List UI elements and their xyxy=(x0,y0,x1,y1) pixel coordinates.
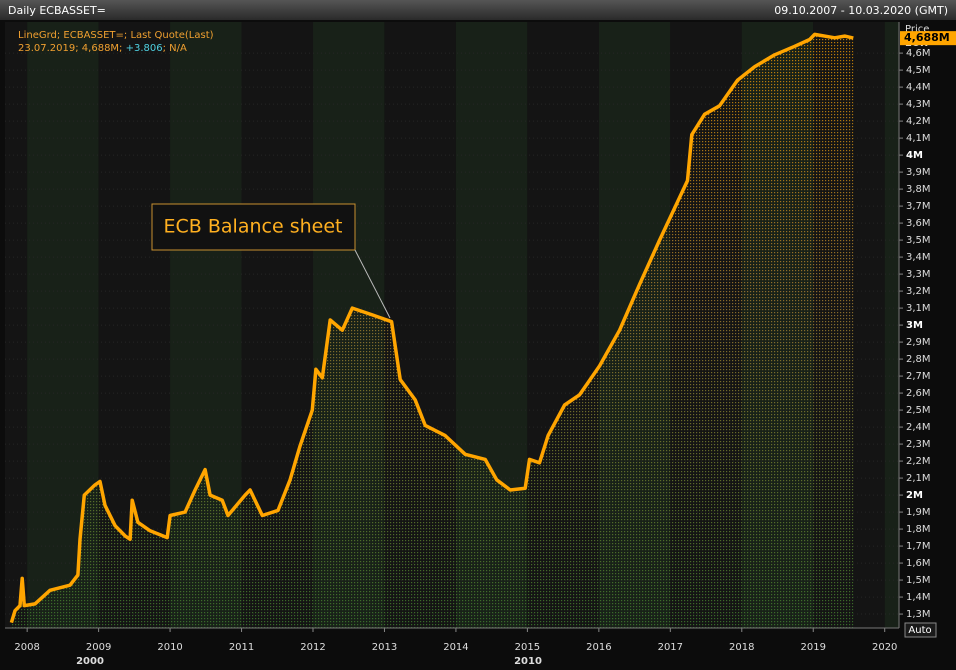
legend-detail: 23.07.2019; 4,688M; +3.806; N/A xyxy=(18,43,187,54)
legend-part: +3.806 xyxy=(126,43,163,54)
y-tick-label: 3,4M xyxy=(906,252,931,263)
legend-part: 23.07.2019; 4,688M; xyxy=(18,43,126,54)
year-band xyxy=(884,22,899,628)
last-value-label: 4,688M xyxy=(904,31,950,44)
y-tick-label: 3,8M xyxy=(906,184,931,195)
y-tick-label: 1,7M xyxy=(906,541,931,552)
y-tick-label: 1,5M xyxy=(906,575,931,586)
y-tick-label: 2,6M xyxy=(906,388,931,399)
price-line xyxy=(9,32,854,624)
last-value-box xyxy=(900,31,956,46)
y-tick-label: 3,1M xyxy=(906,303,931,314)
y-tick-label: 4,4M xyxy=(906,82,931,93)
x-tick-label: 2012 xyxy=(300,642,325,653)
y-tick-label: 1,3M xyxy=(906,609,931,620)
x-tick-label: 2014 xyxy=(443,642,468,653)
y-tick-label: 1,6M xyxy=(906,558,931,569)
x-tick-label: 2020 xyxy=(872,642,897,653)
auto-button[interactable] xyxy=(904,622,937,638)
y-tick-label: 4,5M xyxy=(906,65,931,76)
x-tick-label: 2018 xyxy=(729,642,754,653)
y-tick-label: 3,5M xyxy=(906,235,931,246)
x-tick-label: 2010 xyxy=(157,642,182,653)
y-tick-label: 1,4M xyxy=(906,592,931,603)
area-fill xyxy=(11,34,854,628)
legend-title: LineGrd; ECBASSET=; Last Quote(Last) xyxy=(18,30,214,41)
y-tick-label: 2,5M xyxy=(906,405,931,416)
y-tick-label: 2,7M xyxy=(906,371,931,382)
x-tick-label: 2013 xyxy=(372,642,397,653)
y-tick-label: 3M xyxy=(906,320,923,331)
y-tick-label: 2,4M xyxy=(906,422,931,433)
annotation-box xyxy=(151,203,356,251)
y-tick-label: 4,6M xyxy=(906,48,931,59)
y-tick-label: 2,3M xyxy=(906,439,931,450)
y-tick-label: 3,2M xyxy=(906,286,931,297)
x-tick-label: 2019 xyxy=(801,642,826,653)
header-range: 09.10.2007 - 10.03.2020 (GMT) xyxy=(774,4,948,17)
y-tick-label: 4M xyxy=(906,150,923,161)
y-tick-label: 4,2M xyxy=(906,116,931,127)
y-tick-label: 2,9M xyxy=(906,337,931,348)
header-title: Daily ECBASSET= xyxy=(8,4,106,17)
y-tick-label: 3,6M xyxy=(906,218,931,229)
y-axis-title: Price xyxy=(905,24,929,35)
decade-label: 2000 xyxy=(76,656,104,667)
annotation: ECB Balance sheet xyxy=(164,216,343,238)
y-tick-label: 4,1M xyxy=(906,133,931,144)
x-tick-label: 2008 xyxy=(14,642,39,653)
annotation-pointer xyxy=(354,249,391,319)
y-tick-label: 3,7M xyxy=(906,201,931,212)
x-tick-label: 2009 xyxy=(86,642,111,653)
year-band xyxy=(5,22,28,628)
y-tick-label: 1,9M xyxy=(906,507,931,518)
y-tick-label: 3,9M xyxy=(906,167,931,178)
y-tick-label: 1,8M xyxy=(906,524,931,535)
y-tick-label: 2M xyxy=(906,490,923,501)
decade-label: 2010 xyxy=(514,656,542,667)
plot xyxy=(9,32,854,628)
y-tick-label: 4,3M xyxy=(906,99,931,110)
x-tick-label: 2015 xyxy=(515,642,540,653)
x-tick-label: 2011 xyxy=(229,642,254,653)
header-bar xyxy=(0,0,956,20)
x-tick-label: 2016 xyxy=(586,642,611,653)
y-tick-label: 3,3M xyxy=(906,269,931,280)
y-tick-label: 2,8M xyxy=(906,354,931,365)
y-tick-label: 2,2M xyxy=(906,456,931,467)
x-tick-label: 2017 xyxy=(658,642,683,653)
legend-part: ; N/A xyxy=(163,43,187,54)
y-tick-label: 2,1M xyxy=(906,473,931,484)
auto-button-label[interactable]: Auto xyxy=(908,625,931,636)
